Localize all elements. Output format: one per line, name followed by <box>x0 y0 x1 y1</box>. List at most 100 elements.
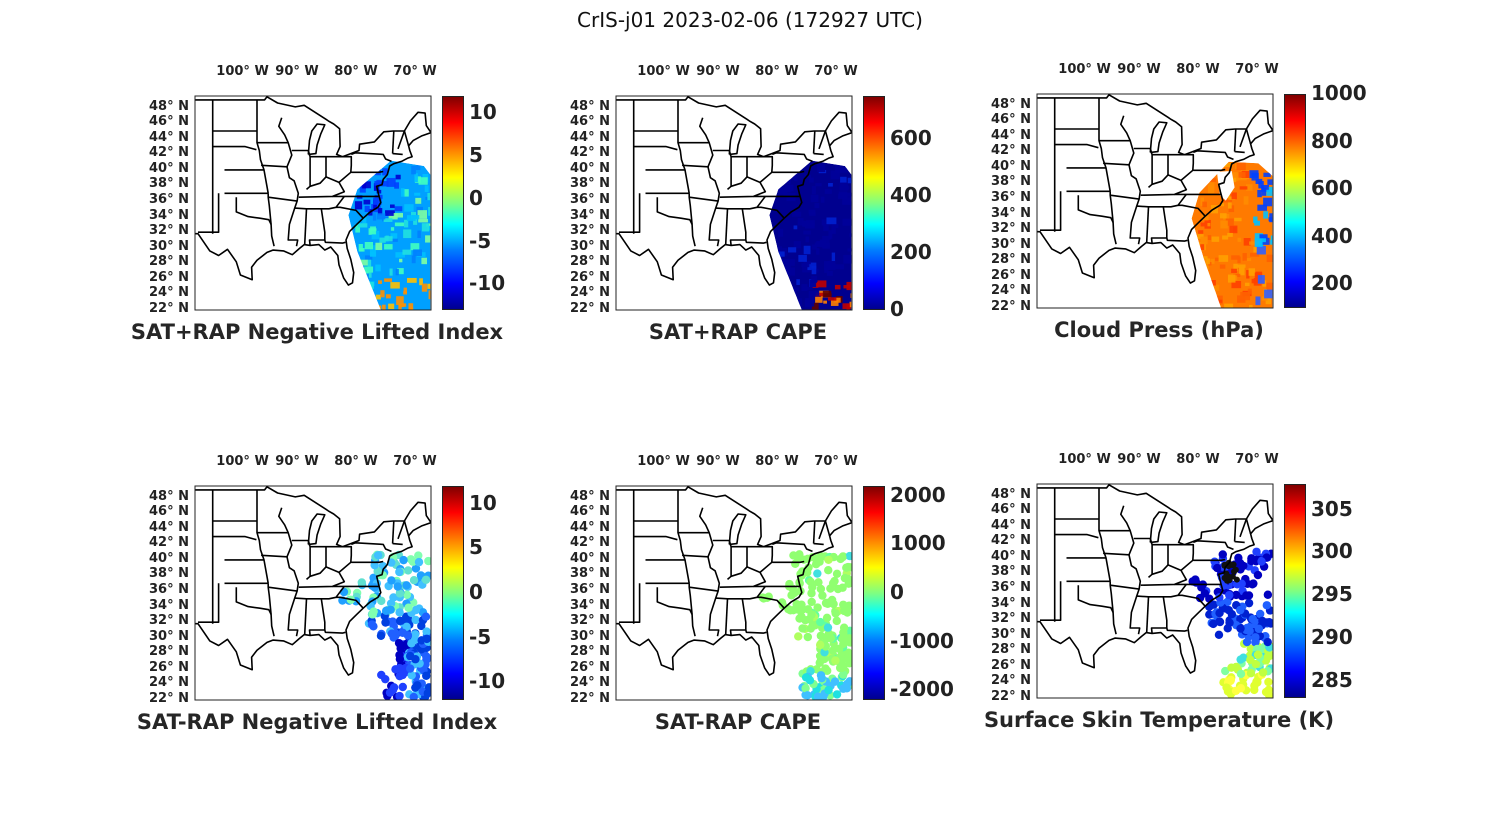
lat-tick-label: 38° N <box>570 176 610 192</box>
data-point <box>403 566 413 575</box>
data-point <box>843 574 852 584</box>
data-point <box>822 613 832 623</box>
data-point <box>1263 590 1273 599</box>
lat-tick-label: 44° N <box>991 127 1031 143</box>
lat-tick-label: 36° N <box>570 192 610 208</box>
data-point <box>1263 652 1273 661</box>
lat-tick-label: 28° N <box>570 254 610 270</box>
colorbar-tick-label: 290 <box>1311 625 1353 650</box>
colorbar-tick-label: -2000 <box>890 677 954 702</box>
data-point <box>839 600 848 609</box>
lat-tick-label: 40° N <box>149 550 189 566</box>
lat-tick-label: 32° N <box>570 613 610 629</box>
lat-tick-label: 22° N <box>149 301 189 316</box>
data-point <box>407 671 416 680</box>
data-point <box>422 655 431 665</box>
lat-tick-label: 36° N <box>991 580 1031 596</box>
data-point <box>398 628 407 637</box>
lat-tick-label: 34° N <box>991 205 1031 221</box>
lat-tick-label: 38° N <box>149 176 189 192</box>
data-point <box>803 632 813 642</box>
lon-tick-label: 90° W <box>696 454 740 469</box>
data-point <box>1254 624 1264 634</box>
data-point <box>373 551 383 560</box>
data-point <box>793 605 803 614</box>
panel-title: Surface Skin Temperature (K) <box>983 708 1335 732</box>
map-plot <box>194 485 432 701</box>
data-point <box>1262 601 1272 610</box>
data-point <box>824 685 833 695</box>
data-point <box>422 627 431 636</box>
data-point <box>813 692 823 700</box>
data-point <box>411 605 421 615</box>
lon-tick-label: 70° W <box>814 454 858 469</box>
data-point <box>1236 605 1245 615</box>
panel-title: SAT-RAP Negative Lifted Index <box>136 710 498 734</box>
data-point <box>1253 650 1263 659</box>
lat-tick-label: 34° N <box>570 207 610 223</box>
colorbar-tick-label: 800 <box>1311 128 1353 153</box>
lat-tick-label: 26° N <box>991 657 1031 673</box>
colorbar-tick-label: 5 <box>469 535 483 560</box>
data-point <box>1237 579 1246 588</box>
data-point <box>389 633 398 642</box>
data-point <box>794 632 803 641</box>
data-point <box>831 609 840 618</box>
data-point <box>787 591 796 600</box>
data-point <box>838 670 848 679</box>
data-point <box>411 564 421 573</box>
colorbar-tick-label: 305 <box>1311 496 1353 521</box>
lat-tick-label: 36° N <box>570 582 610 598</box>
lat-tick-label: 26° N <box>149 269 189 285</box>
data-point <box>389 593 398 602</box>
data-point <box>1226 675 1236 685</box>
data-point <box>807 597 816 607</box>
lat-tick-label: 34° N <box>149 597 189 613</box>
lon-tick-label: 100° W <box>637 64 690 79</box>
data-point <box>832 616 841 626</box>
data-point <box>813 569 822 578</box>
colorbar-tick-label: 300 <box>1311 539 1353 564</box>
colorbar-tick-label: 400 <box>890 182 932 207</box>
data-point <box>422 634 431 644</box>
data-point <box>411 655 420 664</box>
colorbar-tick-label: 5 <box>469 142 483 167</box>
data-point <box>1192 578 1201 587</box>
data-point <box>816 617 825 627</box>
data-point <box>395 608 404 617</box>
data-point <box>1209 619 1218 629</box>
data-point <box>391 665 400 674</box>
lon-tick-label: 80° W <box>1176 452 1220 467</box>
data-point <box>1245 626 1254 636</box>
data-point <box>824 555 833 565</box>
lat-tick-label: 28° N <box>991 252 1031 268</box>
data-point <box>395 654 405 664</box>
lat-tick-label: 32° N <box>570 223 610 239</box>
data-point <box>1221 666 1230 676</box>
data-point <box>840 606 849 616</box>
state-borders <box>616 96 852 286</box>
colorbar-tick-label: 200 <box>1311 271 1353 296</box>
data-point <box>803 605 813 614</box>
lon-tick-label: 100° W <box>1058 62 1111 77</box>
colorbar-tick-label: 0 <box>890 580 904 604</box>
data-point <box>1223 597 1232 607</box>
data-point <box>1215 593 1224 602</box>
colorbar <box>1284 484 1306 698</box>
map-plot <box>1036 483 1274 699</box>
state-borders <box>195 96 431 286</box>
colorbar-tick-label: -5 <box>469 228 492 253</box>
data-point <box>833 584 843 594</box>
data-point <box>1248 614 1258 624</box>
lat-tick-label: 42° N <box>570 535 610 551</box>
data-point <box>406 664 415 673</box>
data-point <box>843 679 852 689</box>
data-point <box>1258 668 1268 677</box>
colorbar-tick-label: 10 <box>469 490 497 515</box>
data-point <box>805 676 815 685</box>
lat-tick-label: 32° N <box>149 613 189 629</box>
colorbar-tick-label: 600 <box>890 125 932 150</box>
lat-tick-label: 30° N <box>570 238 610 254</box>
data-point <box>814 578 823 587</box>
map-plot <box>1036 93 1274 309</box>
